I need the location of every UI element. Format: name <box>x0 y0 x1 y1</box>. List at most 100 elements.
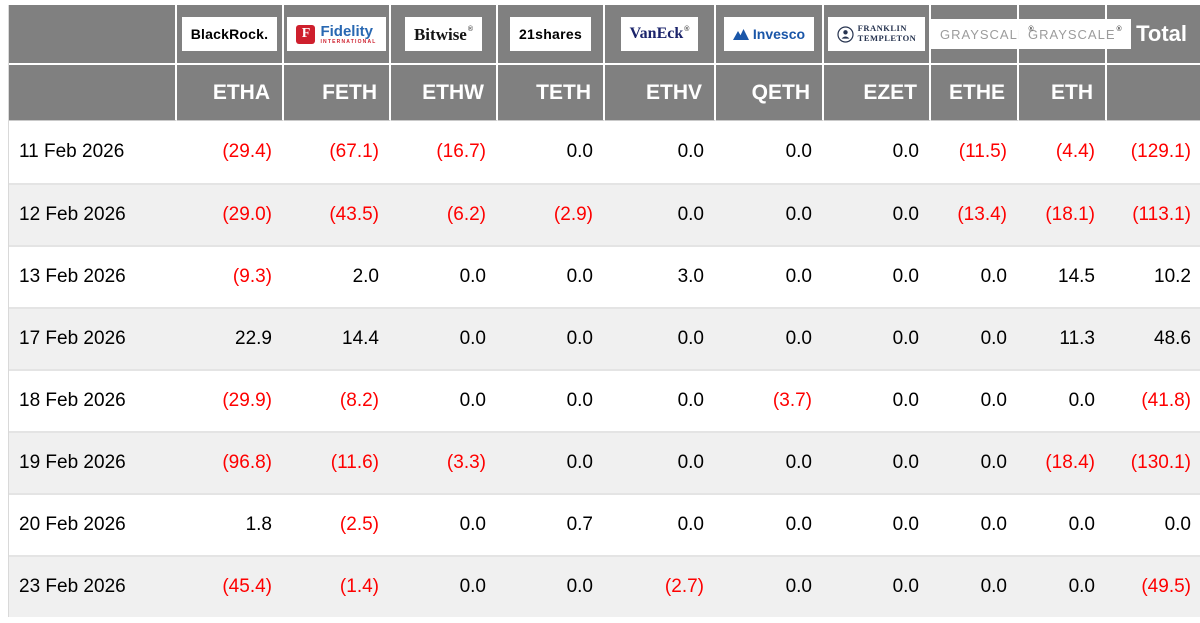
date-cell: 19 Feb 2026 <box>9 431 177 493</box>
table-header: BlackRock. F Fidelity INTERNATIONAL Bitwise ®… <box>9 5 1200 121</box>
flow-value-QETH: 0.0 <box>785 141 812 162</box>
franklin-head-icon <box>837 25 854 43</box>
fidelity-logo: F Fidelity INTERNATIONAL <box>287 17 386 51</box>
date-cell: 12 Feb 2026 <box>9 183 177 245</box>
corner-cell-2 <box>9 65 177 121</box>
flow-value-TETH: 0.0 <box>566 141 593 162</box>
flow-value-total: (49.5) <box>1107 555 1200 617</box>
bitwise-wordmark: Bitwise <box>413 24 467 44</box>
ticker-TETH: TETH <box>498 65 605 121</box>
flow-value-TETH: 0.7 <box>498 493 605 555</box>
flow-value-ETHV: 0.0 <box>677 141 704 162</box>
flow-value-ETHV: 0.0 <box>605 307 716 369</box>
ticker-ETH: ETH <box>1019 65 1107 121</box>
registered-mark: ® <box>1028 25 1034 33</box>
flow-value-ETHA: (29.0) <box>177 183 284 245</box>
grayscale-wordmark: GRAYSCALE <box>1028 26 1116 42</box>
table-body: 11 Feb 2026 (29.4) (67.1) (16.7) 0.0 0.0 0.0 0.… <box>9 121 1200 617</box>
etf-flows-table: BlackRock. F Fidelity INTERNATIONAL Bitwise ®… <box>8 5 1200 617</box>
provider-logo-cell-ETHE: GRAYSCALE ® <box>931 5 1043 65</box>
flow-value-EZET: 0.0 <box>824 245 931 307</box>
ticker-FETH: FETH <box>284 65 391 121</box>
flow-value-FETH: (2.5) <box>284 493 391 555</box>
flow-value-ETHW: 0.0 <box>391 369 498 431</box>
flow-value-ETHA: (29.9) <box>177 369 284 431</box>
flow-value-ETHE: 0.0 <box>931 369 1019 431</box>
flow-value-QETH: 0.0 <box>716 245 824 307</box>
flow-value-ETHV: 3.0 <box>605 245 716 307</box>
ticker-ETHV: ETHV <box>605 65 716 121</box>
flow-value-ETHA: (9.3) <box>177 245 284 307</box>
flow-value-total: 48.6 <box>1107 307 1200 369</box>
franklin-logo: FRANKLIN TEMPLETON <box>827 17 926 51</box>
flow-value-EZET: 0.0 <box>824 183 931 245</box>
flow-value-ETHE: 0.0 <box>931 245 1019 307</box>
flow-value-total: (113.1) <box>1107 183 1200 245</box>
ticker-ETHA: ETHA <box>177 65 284 121</box>
ticker-ETHW: ETHW <box>391 65 498 121</box>
flow-value-ETH: (18.4) <box>1019 431 1107 493</box>
ticker-header-row: ETHA FETH ETHW TETH ETHV QETH EZET ETHE ETH <box>9 65 1200 121</box>
flow-value-EZET: 0.0 <box>824 307 931 369</box>
table-row: 13 Feb 2026 (9.3) 2.0 0.0 0.0 3.0 0.0 0.0 0.0 14.… <box>9 245 1200 307</box>
provider-logo-cell-ETHA: BlackRock. <box>177 5 284 65</box>
flow-value-TETH: 0.0 <box>498 245 605 307</box>
21shares-wordmark: 21shares <box>518 26 583 42</box>
flow-value-QETH: 0.0 <box>716 431 824 493</box>
date-cell: 20 Feb 2026 <box>9 493 177 555</box>
flow-value-ETHW: (6.2) <box>391 183 498 245</box>
flow-value-ETHE: 0.0 <box>931 555 1019 617</box>
flow-value-ETH: 11.3 <box>1019 307 1107 369</box>
provider-logo-row: BlackRock. F Fidelity INTERNATIONAL Bitwise ®… <box>9 5 1200 65</box>
registered-mark: ® <box>684 25 690 33</box>
flow-value-ETHV: 0.0 <box>605 369 716 431</box>
flow-value-ETHA: (96.8) <box>177 431 284 493</box>
ticker-QETH: QETH <box>716 65 824 121</box>
flow-value-ETHW: 0.0 <box>391 493 498 555</box>
flow-value-total: (130.1) <box>1107 431 1200 493</box>
ticker-ETHE: ETHE <box>931 65 1019 121</box>
fidelity-f-icon: F <box>296 24 316 44</box>
flow-value-TETH: 0.0 <box>498 431 605 493</box>
date-cell: 17 Feb 2026 <box>9 307 177 369</box>
provider-logo-cell-ETHV: VanEck ® <box>605 5 716 65</box>
date-cell: 11 Feb 2026 <box>19 141 125 162</box>
flow-value-ETHE: (11.5) <box>958 141 1007 162</box>
table-row: 12 Feb 2026 (29.0) (43.5) (6.2) (2.9) 0.0 0.0 0… <box>9 183 1200 245</box>
flow-value-EZET: 0.0 <box>824 555 931 617</box>
provider-logo-cell-FETH: F Fidelity INTERNATIONAL <box>284 5 391 65</box>
flow-value-TETH: 0.0 <box>498 307 605 369</box>
table-row: 19 Feb 2026 (96.8) (11.6) (3.3) 0.0 0.0 0.0 0.0… <box>9 431 1200 493</box>
flow-value-total: (41.8) <box>1107 369 1200 431</box>
flow-value-ETHW: 0.0 <box>391 555 498 617</box>
flow-value-ETHA: (45.4) <box>177 555 284 617</box>
flow-value-ETHE: 0.0 <box>931 431 1019 493</box>
table-row: 20 Feb 2026 1.8 (2.5) 0.0 0.7 0.0 0.0 0.0 0.0 0.0… <box>9 493 1200 555</box>
grayscale-wordmark: GRAYSCALE <box>940 26 1028 42</box>
flow-value-FETH: (43.5) <box>284 183 391 245</box>
blackrock-wordmark: BlackRock. <box>190 26 269 42</box>
invesco-logo: Invesco <box>723 17 815 51</box>
flow-value-ETH: 0.0 <box>1019 555 1107 617</box>
provider-logo-cell-EZET: FRANKLIN TEMPLETON <box>824 5 931 65</box>
invesco-mountain-icon <box>732 28 749 40</box>
flow-value-ETHW: (3.3) <box>391 431 498 493</box>
flow-value-total: (129.1) <box>1130 141 1191 162</box>
flow-value-QETH: 0.0 <box>716 555 824 617</box>
flow-value-total: 0.0 <box>1107 493 1200 555</box>
flow-value-ETHW: 0.0 <box>391 307 498 369</box>
vaneck-wordmark: VanEck <box>629 25 684 42</box>
flow-value-FETH: (8.2) <box>284 369 391 431</box>
provider-logo-cell-QETH: Invesco <box>716 5 824 65</box>
flow-value-QETH: 0.0 <box>716 183 824 245</box>
flow-value-ETHE: 0.0 <box>931 307 1019 369</box>
ticker-EZET: EZET <box>824 65 931 121</box>
shares21-logo: 21shares <box>509 17 592 51</box>
flow-value-FETH: 14.4 <box>284 307 391 369</box>
flow-value-EZET: 0.0 <box>824 369 931 431</box>
blackrock-logo: BlackRock. <box>181 17 278 51</box>
date-cell: 23 Feb 2026 <box>9 555 177 617</box>
flow-value-total: 10.2 <box>1107 245 1200 307</box>
flow-value-TETH: 0.0 <box>498 369 605 431</box>
